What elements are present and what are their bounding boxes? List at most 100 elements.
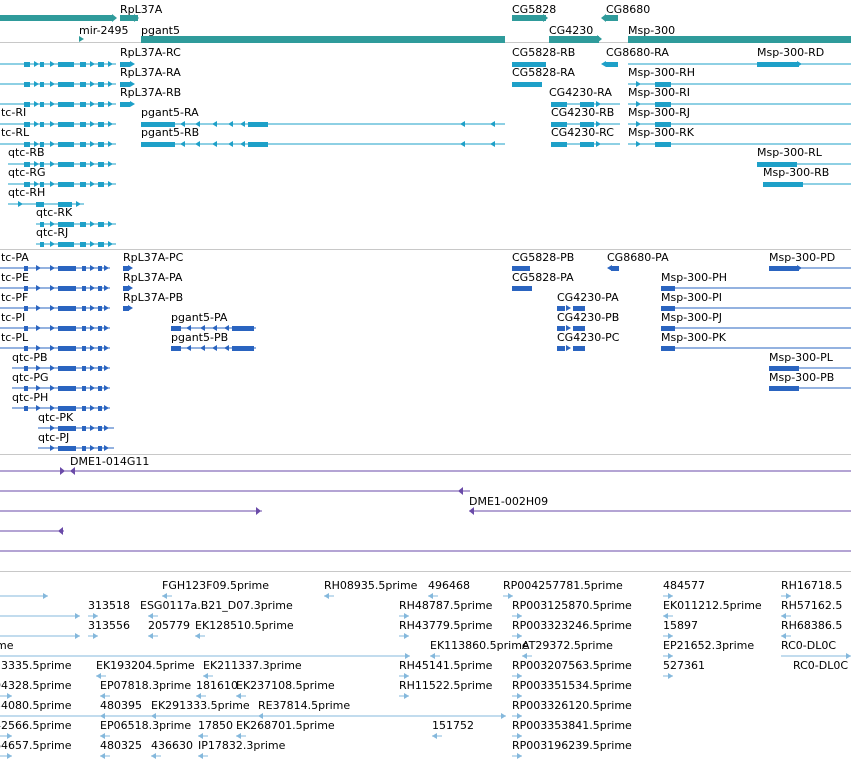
cds-block — [24, 366, 28, 371]
exon-block — [98, 242, 104, 247]
strand-right-arrow — [90, 305, 95, 311]
protein-label: Msp-300-PB — [769, 371, 834, 384]
gene-bar — [120, 15, 138, 21]
strand-right-arrow — [34, 81, 39, 87]
strand-right-arrow — [36, 345, 41, 351]
strand-right-arrow — [517, 633, 522, 639]
strand-right-arrow — [404, 693, 409, 699]
strand-left-arrow — [490, 141, 495, 147]
strand-left-arrow — [151, 753, 156, 759]
est-label: RP003196239.5prime — [512, 739, 632, 752]
exon-block — [98, 82, 104, 87]
strand-right-arrow — [668, 593, 673, 599]
strand-right-arrow — [104, 325, 109, 331]
strand-left-arrow — [236, 733, 241, 739]
cds-block — [98, 366, 102, 371]
protein-track: qtc-PA qtc-PE qtc-PF qtc-PI qtc-PL qtc-PB qtc-… — [0, 251, 851, 451]
cds-block — [661, 346, 675, 351]
exon-block — [58, 122, 74, 127]
strand-left-arrow — [180, 121, 185, 127]
strand-right-arrow — [36, 405, 41, 411]
strand-left-arrow — [58, 527, 63, 535]
transcript-label: qtc-RK — [36, 206, 73, 219]
cds-block — [82, 266, 86, 271]
protein-label: Msp-300-PL — [769, 351, 834, 364]
strand-right-arrow — [79, 36, 84, 42]
est-label: RP003207563.5prime — [512, 659, 632, 672]
strand-right-arrow — [404, 673, 409, 679]
strand-right-arrow — [566, 305, 571, 311]
transcript-label: CG4230-RB — [551, 106, 614, 119]
strand-right-arrow — [108, 221, 113, 227]
est-label: 205779 — [148, 619, 190, 632]
strand-right-arrow — [50, 161, 55, 167]
cds-block — [24, 326, 28, 331]
strand-left-arrow — [781, 633, 786, 639]
exon-block — [58, 162, 74, 167]
transcript-label: CG5828-RB — [512, 46, 575, 59]
cds-block — [573, 326, 585, 331]
strand-left-arrow — [100, 713, 105, 719]
gene-label: CG8680 — [606, 3, 650, 16]
strand-right-arrow — [90, 241, 95, 247]
cds-block — [24, 386, 28, 391]
strand-right-arrow — [108, 141, 113, 147]
protein-label: RpL37A-PA — [123, 271, 183, 284]
est-label: EK268701.5prime — [236, 719, 335, 732]
cds-block — [58, 326, 76, 331]
strand-right-arrow — [566, 325, 571, 331]
protein-label: qtc-PJ — [38, 431, 69, 444]
strand-right-arrow — [636, 121, 641, 127]
exon-block — [98, 62, 104, 67]
transcript-label: Msp-300-RB — [763, 166, 829, 179]
est-label: 436630 — [151, 739, 193, 752]
strand-right-arrow — [404, 613, 409, 619]
protein-label: pgant5-PB — [171, 331, 228, 344]
strand-left-arrow — [601, 61, 606, 67]
strand-right-arrow — [7, 693, 12, 699]
strand-right-arrow — [846, 653, 851, 659]
strand-right-arrow — [50, 425, 55, 431]
strand-right-arrow — [93, 633, 98, 639]
strand-right-arrow — [50, 61, 55, 67]
est-label: RP003351534.5prime — [512, 679, 632, 692]
strand-right-arrow — [36, 285, 41, 291]
strand-right-arrow — [90, 385, 95, 391]
strand-right-arrow — [108, 81, 113, 87]
clone-label: DME1-014G11 — [70, 455, 149, 468]
transcript-label: pgant5-RA — [141, 106, 199, 119]
cds-block — [98, 306, 102, 311]
gene-bar — [141, 36, 505, 43]
exon-block — [36, 202, 44, 207]
strand-right-arrow — [108, 101, 113, 107]
exon-block — [40, 222, 44, 227]
est-label: EP21652.3prime — [663, 639, 754, 652]
strand-left-arrow — [607, 265, 612, 271]
strand-right-arrow — [93, 613, 98, 619]
protein-label: Msp-300-PD — [769, 251, 835, 264]
cds-block — [557, 326, 565, 331]
strand-right-arrow — [50, 285, 55, 291]
strand-right-arrow — [112, 14, 117, 22]
exon-block — [58, 202, 72, 207]
est-label: me — [0, 639, 14, 652]
est-label: RH68386.5 — [781, 619, 842, 632]
cds-block — [24, 346, 28, 351]
strand-right-arrow — [130, 61, 135, 67]
strand-left-arrow — [601, 14, 606, 22]
exon-block — [58, 82, 74, 87]
strand-right-arrow — [405, 653, 410, 659]
cds-block — [512, 286, 532, 291]
transcript-track: RpL37A-RC RpL37A-RA RpL37A-RB pgant5-RA pgan… — [0, 46, 851, 247]
strand-right-arrow — [34, 121, 39, 127]
transcript-label: qtc-RH — [8, 186, 45, 199]
strand-right-arrow — [104, 365, 109, 371]
protein-label: qtc-PH — [12, 391, 48, 404]
strand-right-arrow — [90, 161, 95, 167]
strand-right-arrow — [108, 181, 113, 187]
cds-block — [171, 346, 181, 351]
est-label: EK291333.5prime — [151, 699, 250, 712]
cds-block — [82, 366, 86, 371]
protein-label: CG5828-PA — [512, 271, 574, 284]
est-label: 15897 — [663, 619, 698, 632]
